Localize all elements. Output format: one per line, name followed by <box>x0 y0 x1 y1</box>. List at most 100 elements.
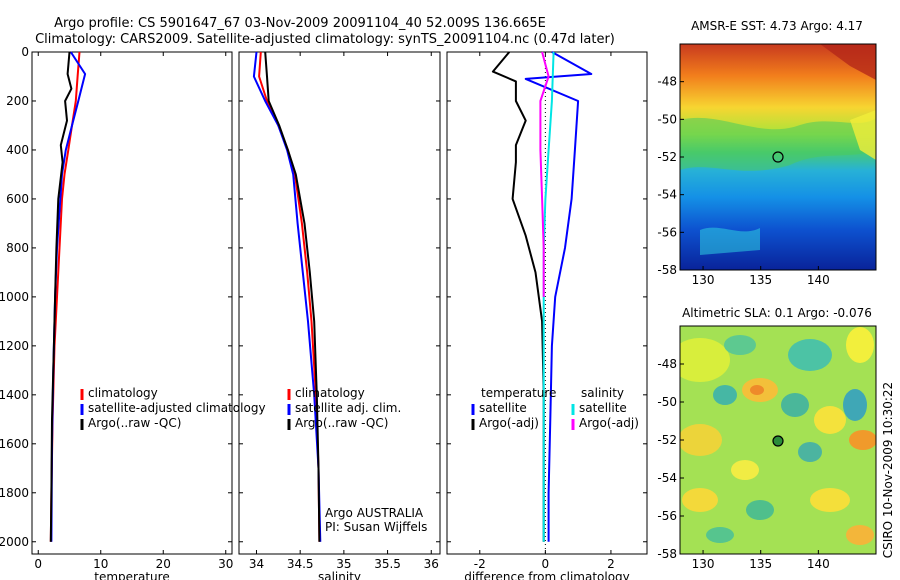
map-x-tick-label: 130 <box>692 557 715 571</box>
figure-title-line2: Climatology: CARS2009. Satellite-adjuste… <box>35 32 615 47</box>
legend-label: satellite adj. clim. <box>295 401 401 415</box>
map-x-tick-label: 140 <box>807 557 830 571</box>
y-tick-label: 1000 <box>0 290 29 304</box>
legend-heading: salinity <box>581 386 624 400</box>
y-tick-label: 1200 <box>0 339 29 353</box>
sst-green-patch <box>680 117 876 171</box>
map-y-tick-label: -54 <box>657 188 677 202</box>
sla-blob <box>731 460 759 480</box>
series-line <box>258 51 321 542</box>
x-tick-label: 30 <box>218 557 233 571</box>
map-x-tick-label: 140 <box>807 273 830 287</box>
map-y-tick-label: -56 <box>657 225 677 239</box>
x-tick-label: -2 <box>474 557 486 571</box>
sla-blob <box>798 442 822 462</box>
sla-blob <box>814 406 846 434</box>
legend-label: Argo(..raw -QC) <box>295 416 388 430</box>
map-y-tick-label: -48 <box>657 75 677 89</box>
map-y-tick-label: -58 <box>657 263 677 277</box>
map-y-tick-label: -56 <box>657 509 677 523</box>
legend-label: Argo(..raw -QC) <box>88 416 181 430</box>
legend-label: climatology <box>295 386 365 400</box>
sla-blob <box>680 338 730 382</box>
sla-blob <box>810 488 850 512</box>
map-y-tick-label: -48 <box>657 357 677 371</box>
x-axis-label: salinity <box>318 570 361 580</box>
series-line <box>264 51 321 542</box>
series-line <box>524 51 593 542</box>
series-line <box>539 51 550 297</box>
series-line <box>491 51 545 542</box>
sst-cyan-patch <box>700 227 760 255</box>
y-tick-label: 200 <box>6 94 29 108</box>
map-x-tick-label: 135 <box>749 557 772 571</box>
y-tick-label: 400 <box>6 143 29 157</box>
x-tick-label: 36 <box>424 557 439 571</box>
y-tick-label: 2000 <box>0 535 29 549</box>
x-tick-label: 0 <box>34 557 42 571</box>
map-x-tick-label: 135 <box>749 273 772 287</box>
map-y-tick-label: -58 <box>657 547 677 561</box>
y-tick-label: 800 <box>6 241 29 255</box>
sla-blob <box>680 424 722 456</box>
sst-map-title: AMSR-E SST: 4.73 Argo: 4.17 <box>691 19 863 33</box>
sla-map-title: Altimetric SLA: 0.1 Argo: -0.076 <box>682 306 872 320</box>
temperature-plot: 0 10 20 30 temperature 0 200 400 600 800 1000 1200 1… <box>0 45 266 580</box>
sla-blob <box>781 393 809 417</box>
side-credit: CSIRO 10-Nov-2009 10:30:22 <box>881 382 895 558</box>
map-y-tick-label: -52 <box>657 433 677 447</box>
y-tick-label: 1600 <box>0 437 29 451</box>
annotation-text: PI: Susan Wijffels <box>325 520 427 534</box>
x-axis-label: temperature <box>94 570 169 580</box>
difference-axes <box>446 51 648 555</box>
series-line <box>252 51 322 542</box>
sla-blob <box>724 335 756 355</box>
map-y-tick-label: -50 <box>657 112 677 126</box>
legend-label: Argo(-adj) <box>479 416 539 430</box>
legend-label: satellite-adjusted climatology <box>88 401 266 415</box>
sla-argo-marker <box>772 435 784 447</box>
y-tick-label: 0 <box>21 45 29 59</box>
sla-blob <box>713 385 737 405</box>
map-y-tick-label: -54 <box>657 471 677 485</box>
sst-warm-patch <box>820 44 876 80</box>
map-y-tick-label: -50 <box>657 395 677 409</box>
sla-map: Altimetric SLA: 0.1 Argo: -0.076 130 <box>657 306 877 571</box>
x-tick-label: 34.5 <box>287 557 314 571</box>
sla-blob <box>750 385 764 395</box>
sla-blob <box>849 430 876 450</box>
map-y-tick-label: -52 <box>657 150 677 164</box>
legend-heading: temperature <box>481 386 556 400</box>
x-tick-label: 0 <box>542 557 550 571</box>
x-tick-label: 35 <box>336 557 351 571</box>
x-tick-label: 10 <box>93 557 108 571</box>
x-tick-label: 35.5 <box>374 557 401 571</box>
sst-map: AMSR-E SST: 4.73 Argo: 4.17 130 135 140 -48… <box>657 19 877 287</box>
sst-argo-marker <box>772 151 784 163</box>
x-tick-label: 20 <box>156 557 171 571</box>
x-tick-label: 34 <box>249 557 264 571</box>
sla-blob <box>706 527 734 543</box>
annotation-text: Argo AUSTRALIA <box>325 506 424 520</box>
x-axis-label: difference from climatology <box>464 570 630 580</box>
series-line <box>49 51 73 542</box>
sla-blob <box>682 488 718 512</box>
temperature-axes <box>31 51 233 555</box>
figure-title-line1: Argo profile: CS 5901647_67 03-Nov-2009 … <box>54 16 546 31</box>
sla-blob <box>746 500 774 520</box>
legend-label: satellite <box>479 401 527 415</box>
salinity-axes <box>238 51 441 555</box>
sst-yellow-patch <box>850 110 876 160</box>
y-tick-label: 1800 <box>0 486 29 500</box>
sla-blob <box>788 339 832 371</box>
map-x-tick-label: 130 <box>692 273 715 287</box>
sla-blob <box>843 389 867 421</box>
x-tick-label: 2 <box>607 557 615 571</box>
legend-label: Argo(-adj) <box>579 416 639 430</box>
sla-blob <box>846 327 874 363</box>
salinity-plot: 34 34.5 35 35.5 36 salinity climatologysatelli… <box>239 51 440 580</box>
y-tick-label: 600 <box>6 192 29 206</box>
sla-blob <box>846 525 874 545</box>
